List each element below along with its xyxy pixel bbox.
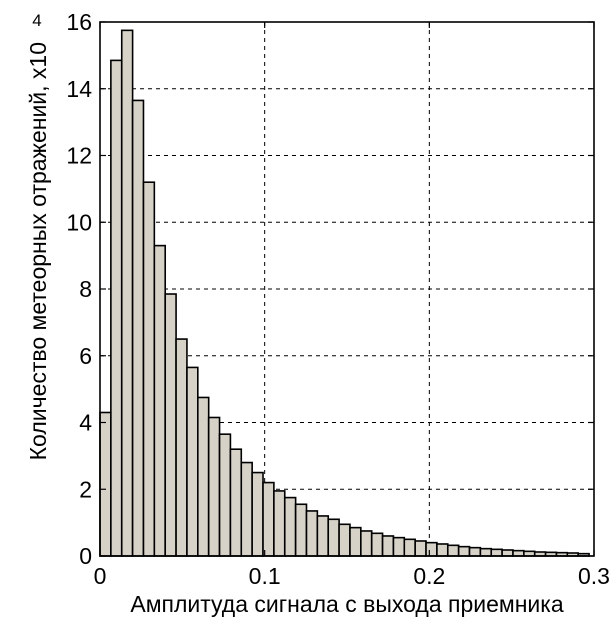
- histogram-bar: [142, 181, 156, 557]
- y-tick-label: 14: [66, 76, 92, 102]
- x-tick-labels: 0 0.1 0.2 0.3: [94, 563, 610, 589]
- histogram-bar: [153, 244, 167, 557]
- histogram-bar: [120, 29, 134, 557]
- histogram-bar: [262, 481, 275, 557]
- y-axis-label-exponent: 4: [32, 11, 41, 30]
- histogram-bar: [338, 523, 351, 557]
- histogram-bar: [164, 293, 177, 557]
- histogram-bar: [327, 518, 340, 557]
- y-tick-label: 2: [79, 476, 92, 502]
- y-tick-label: 4: [79, 410, 92, 436]
- x-tick-label: 0.3: [578, 563, 610, 589]
- histogram-bar: [414, 540, 427, 557]
- histogram-bar: [197, 396, 210, 557]
- histogram-bar: [381, 535, 395, 557]
- histogram-bar: [99, 411, 112, 557]
- histogram-bar: [305, 510, 319, 557]
- histogram-bars: [99, 29, 590, 557]
- histogram-bar: [512, 549, 525, 557]
- histogram-bar: [501, 549, 514, 557]
- y-axis-label: Количество метеорных отражений, x10: [25, 42, 51, 460]
- y-tick-labels: 0 2 4 6 8 10 12 14 16: [66, 9, 92, 569]
- histogram-bar: [186, 366, 199, 557]
- y-tick-label: 10: [66, 209, 92, 235]
- histogram-bar: [360, 530, 373, 557]
- histogram-bar: [425, 541, 438, 557]
- y-tick-label: 12: [66, 143, 92, 169]
- histogram-bar: [110, 59, 123, 557]
- y-tick-label: 6: [79, 343, 92, 369]
- histogram-bar: [273, 490, 286, 557]
- histogram-bar: [251, 471, 264, 557]
- histogram-bar: [457, 545, 471, 557]
- histogram-bar: [316, 515, 330, 557]
- y-axis-label-group: Количество метеорных отражений, x10 4: [25, 11, 51, 460]
- histogram-bar: [490, 548, 503, 557]
- histogram-bar: [131, 99, 145, 557]
- y-tick-label: 16: [66, 9, 92, 35]
- histogram-bar: [349, 526, 362, 557]
- histogram-bar: [229, 448, 243, 557]
- histogram-bar: [436, 543, 449, 557]
- y-tick-label: 0: [79, 543, 92, 569]
- histogram-bar: [294, 503, 308, 557]
- histogram-bar: [446, 544, 460, 557]
- histogram-bar: [370, 532, 384, 557]
- histogram-bar: [218, 433, 232, 557]
- histogram-bar: [392, 536, 406, 557]
- histogram-bar: [283, 496, 297, 557]
- histogram-bar: [207, 416, 221, 557]
- x-axis-label: Амплитуда сигнала с выхода приемника: [130, 591, 563, 617]
- histogram-bar: [403, 538, 416, 557]
- x-tick-label: 0.2: [413, 563, 445, 589]
- histogram-bar: [175, 338, 188, 557]
- histogram-bar: [479, 547, 493, 557]
- axis-ticks: [99, 21, 595, 557]
- y-tick-label: 8: [79, 276, 92, 302]
- x-tick-label: 0.1: [249, 563, 281, 589]
- histogram-bar: [240, 461, 253, 557]
- histogram-bar: [468, 546, 482, 557]
- x-tick-label: 0: [94, 563, 107, 589]
